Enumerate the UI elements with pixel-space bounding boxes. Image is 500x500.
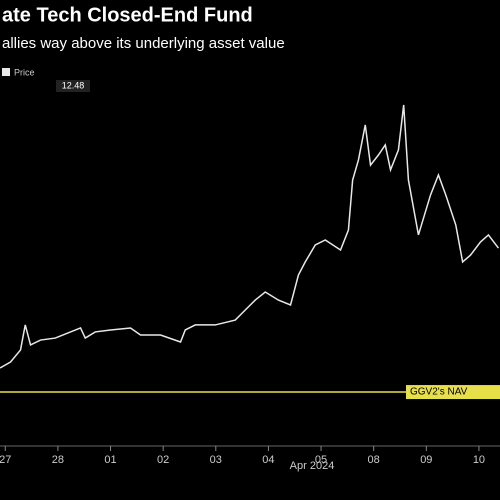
- price-line: [0, 104, 500, 369]
- x-tick-label: 09: [420, 454, 432, 466]
- x-tick-label: 08: [368, 454, 380, 466]
- x-tick-label: 10: [473, 454, 485, 466]
- x-tick-label: 02: [157, 454, 169, 466]
- chart-title: ate Tech Closed-End Fund: [2, 4, 253, 26]
- price-label-box: [56, 80, 90, 92]
- x-tick-label: 03: [210, 454, 222, 466]
- x-tick-label: 05: [315, 454, 327, 466]
- x-tick-label: 01: [104, 454, 116, 466]
- price-label: 12.48: [62, 80, 85, 90]
- x-tick-label: 28: [52, 454, 64, 466]
- x-axis-label: Apr 2024: [290, 460, 335, 472]
- x-tick-label: 04: [262, 454, 274, 466]
- x-tick-label: 27: [0, 454, 11, 466]
- legend-label: GGV2's NAV: [410, 387, 468, 398]
- chart-subtitle: allies way above its underlying asset va…: [2, 35, 285, 52]
- legend-box: [406, 385, 500, 400]
- legend-swatch: [2, 68, 10, 76]
- legend-label: Price: [14, 67, 35, 77]
